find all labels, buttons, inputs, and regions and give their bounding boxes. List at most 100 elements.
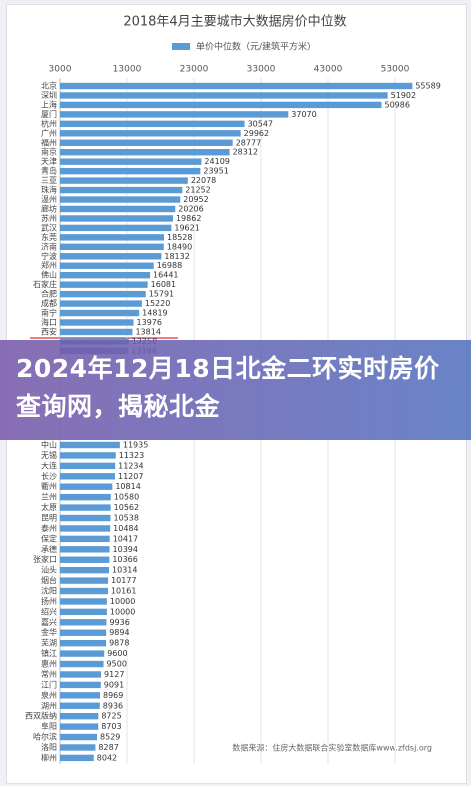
bar — [60, 712, 99, 720]
value-label: 8703 — [101, 722, 121, 731]
bar — [60, 733, 98, 741]
value-label: 9936 — [109, 618, 129, 627]
category-label: 深圳 — [41, 90, 57, 100]
category-label: 三亚 — [41, 176, 57, 185]
bar — [60, 158, 202, 165]
bar — [60, 514, 111, 522]
value-label: 13814 — [135, 327, 160, 336]
category-label: 厦门 — [41, 109, 57, 119]
bar — [60, 186, 183, 194]
bar — [60, 556, 110, 563]
bar — [60, 754, 94, 762]
bar — [60, 234, 165, 241]
category-label: 洛阳 — [41, 742, 57, 752]
value-label: 16081 — [151, 280, 176, 289]
category-label: 青岛 — [41, 166, 57, 176]
value-label: 10484 — [113, 524, 138, 533]
category-label: 佛山 — [41, 270, 57, 280]
bar — [60, 224, 172, 232]
bar — [60, 130, 241, 137]
bar — [60, 281, 148, 288]
bar — [60, 587, 108, 595]
value-label: 16441 — [153, 271, 178, 280]
value-label: 8725 — [101, 712, 121, 721]
bar — [60, 253, 162, 260]
category-label: 西双版纳 — [25, 711, 57, 721]
value-label: 10161 — [111, 587, 136, 596]
value-label: 11234 — [118, 461, 143, 470]
value-label: 19621 — [174, 223, 199, 232]
bar — [60, 177, 188, 184]
category-label: 东莞 — [41, 232, 57, 242]
bar — [60, 504, 111, 511]
bar — [60, 243, 164, 251]
bar — [60, 681, 101, 689]
bar — [60, 650, 105, 657]
category-label: 嘉兴 — [41, 617, 57, 627]
x-tick-label: 3000 — [49, 65, 72, 75]
bar — [60, 441, 120, 449]
category-label: 合肥 — [41, 289, 57, 299]
category-label: 无锡 — [41, 451, 57, 460]
bar — [60, 452, 116, 459]
category-label: 汕头 — [41, 565, 57, 575]
value-label: 10814 — [115, 482, 140, 491]
x-tick-label: 53000 — [381, 65, 410, 75]
category-label: 哈尔滨 — [33, 732, 57, 742]
value-label: 18132 — [164, 252, 189, 261]
category-label: 惠州 — [41, 659, 57, 669]
category-label: 广州 — [41, 128, 57, 138]
chart-title: 2018年4月主要城市大数据房价中位数 — [123, 14, 346, 30]
bar — [60, 92, 388, 99]
category-label: 阜阳 — [41, 721, 57, 731]
value-label: 10177 — [111, 576, 136, 585]
category-label: 济南 — [41, 241, 57, 251]
category-label: 常州 — [41, 670, 57, 679]
category-label: 泰州 — [41, 523, 57, 533]
category-label: 海口 — [41, 317, 57, 327]
bar — [60, 149, 230, 156]
category-label: 镇江 — [41, 648, 57, 658]
value-label: 10394 — [113, 545, 138, 554]
category-label: 苏州 — [41, 213, 57, 223]
value-label: 13976 — [137, 318, 162, 327]
bar — [60, 692, 100, 699]
x-tick-label: 43000 — [314, 65, 343, 75]
banner: 2024年12月18日北金二环实时房价查询网，揭秘北金 — [0, 340, 471, 440]
category-label: 张家口 — [33, 554, 57, 564]
value-label: 10417 — [113, 534, 138, 543]
value-label: 19862 — [176, 214, 201, 223]
x-tick-label: 23000 — [180, 65, 209, 75]
value-label: 9127 — [104, 670, 124, 679]
value-label: 10538 — [114, 514, 139, 523]
value-label: 51902 — [391, 91, 416, 100]
bar — [60, 205, 176, 213]
value-label: 10000 — [110, 607, 135, 616]
category-label: 福州 — [41, 138, 57, 147]
category-label: 湖州 — [41, 701, 57, 710]
category-label: 南宁 — [41, 308, 57, 318]
category-label: 南京 — [41, 147, 57, 157]
bar — [60, 546, 110, 553]
bar — [60, 493, 111, 501]
value-label: 11935 — [123, 441, 148, 450]
value-label: 15791 — [149, 290, 174, 299]
bar — [60, 525, 111, 532]
value-label: 10366 — [112, 555, 137, 564]
category-label: 衢州 — [41, 481, 57, 491]
category-label: 温州 — [41, 195, 57, 204]
value-label: 15220 — [145, 299, 170, 308]
category-label: 泉州 — [41, 690, 57, 700]
bar — [60, 483, 113, 490]
bar — [60, 120, 245, 128]
bar — [60, 196, 181, 203]
category-label: 金华 — [41, 627, 57, 637]
bar — [60, 577, 109, 584]
category-label: 珠海 — [41, 185, 57, 195]
value-label: 8936 — [103, 701, 123, 710]
value-label: 8042 — [97, 753, 117, 762]
value-label: 10000 — [110, 597, 135, 606]
category-label: 宁波 — [41, 251, 57, 261]
value-label: 9600 — [107, 649, 127, 658]
